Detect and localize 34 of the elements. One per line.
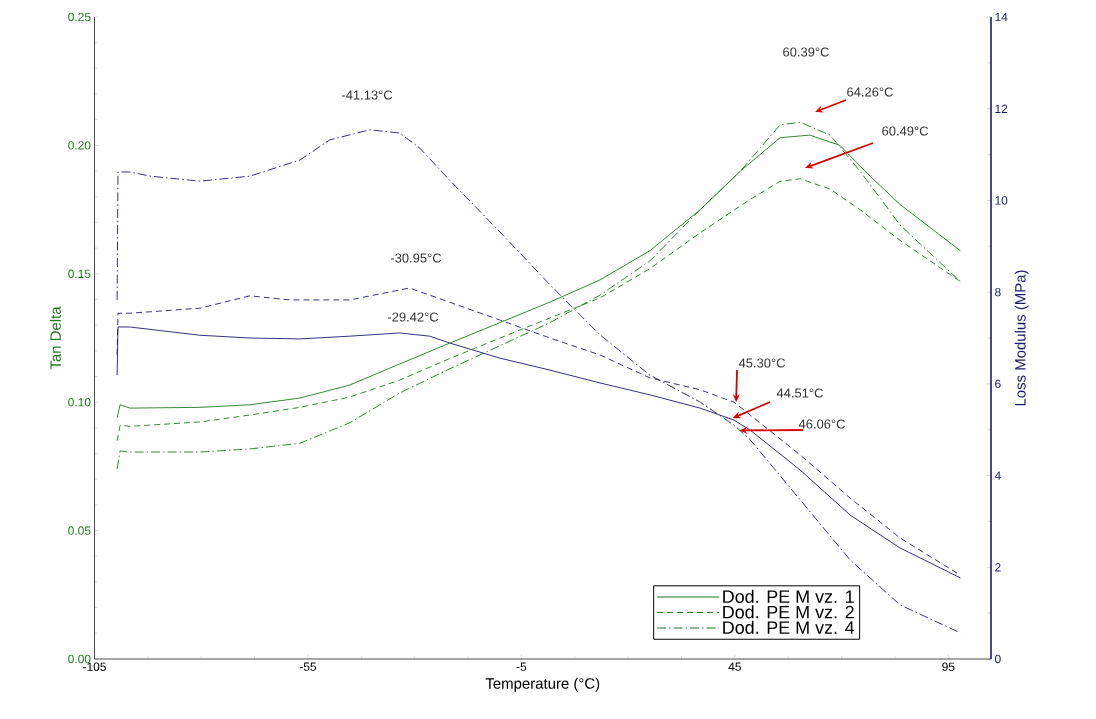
- y2-tick-label: 10: [995, 196, 1008, 205]
- annotation: 45.30°C: [738, 358, 786, 368]
- legend-label: Dod. PE M vz. 1: [723, 589, 854, 603]
- annotation: 46.06°C: [798, 419, 845, 429]
- annotation: -30.95°C: [390, 253, 442, 263]
- x-axis-title: Temperature (°C): [485, 677, 600, 692]
- y2-tick-label: 6: [995, 379, 1001, 389]
- legend-label: Dod. PE M vz. 4: [723, 620, 855, 634]
- annotation: 44.51°C: [776, 388, 823, 398]
- annotation: 60.39°C: [783, 47, 829, 57]
- y2-tick-label: 8: [995, 287, 1001, 297]
- y2-tick-label: 0: [995, 654, 1001, 664]
- y-tick-label: 0.15: [68, 269, 91, 279]
- y2-tick-label: 4: [994, 471, 1001, 480]
- annotation: -29.42°C: [387, 312, 439, 322]
- y-tick-label: 0.00: [68, 654, 91, 664]
- annotation: 64.26°C: [847, 87, 893, 97]
- x-tick-label: -5: [516, 662, 527, 671]
- y2-tick-label: 2: [995, 563, 1001, 572]
- y-tick-label: 0.05: [68, 526, 91, 535]
- annotation: -41.13°C: [341, 90, 393, 100]
- y2-axis-title: Loss Modulus (MPa): [1014, 270, 1029, 406]
- y-tick-label: 0.25: [68, 12, 91, 22]
- x-tick-label: -105: [83, 662, 106, 671]
- y2-tick-label: 12: [995, 104, 1008, 113]
- annotation: 60.49°C: [882, 126, 929, 136]
- y-tick-label: 0.10: [68, 397, 91, 407]
- x-tick-label: 45: [728, 662, 741, 671]
- y2-tick-label: 14: [995, 12, 1008, 22]
- y-tick-label: 0.20: [68, 141, 91, 150]
- x-tick-label: 95: [942, 662, 955, 671]
- x-tick-label: -55: [299, 662, 317, 671]
- y-axis-title: Tan Delta: [49, 306, 61, 370]
- legend-label: Dod. PE M vz. 2: [723, 605, 854, 619]
